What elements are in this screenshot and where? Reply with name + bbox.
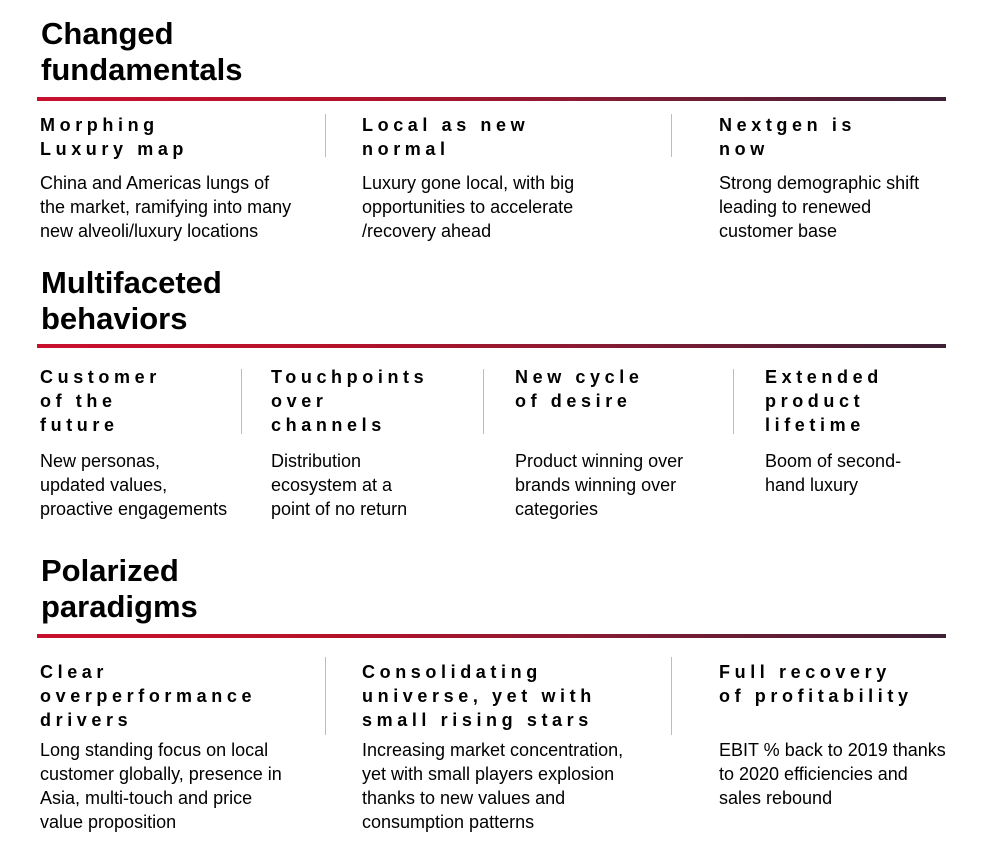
column-clear-overperformance-drivers: Clear overperformance drivers Long stand… (40, 660, 325, 845)
column-nextgen-is-now: Nextgen is now Strong demographic shift … (719, 113, 969, 243)
column-heading: Clear overperformance drivers (40, 662, 257, 730)
section-rule (37, 344, 946, 348)
column-body: Product winning over brands winning over… (515, 451, 684, 519)
column-consolidating-universe: Consolidating universe, yet with small r… (362, 660, 662, 845)
column-body: New personas, updated values, proactive … (40, 451, 228, 519)
column-heading: Full recovery of profitability (719, 662, 913, 706)
column-body: China and Americas lungs of the market, … (40, 173, 292, 241)
section-rule (37, 634, 946, 638)
column-body: Strong demographic shift leading to rene… (719, 173, 920, 241)
column-body: Luxury gone local, with big opportunitie… (362, 173, 575, 241)
column-extended-product-lifetime: Extended product lifetime Boom of second… (765, 365, 965, 525)
column-heading: Customer of the future (40, 367, 161, 435)
column-heading: Local as new normal (362, 115, 530, 159)
column-body: Distribution ecosystem at a point of no … (271, 451, 408, 519)
section-rule (37, 97, 946, 101)
column-touchpoints-over-channels: Touchpoints over channels Distribution e… (271, 365, 476, 525)
column-morphing-luxury-map: Morphing Luxury map China and Americas l… (40, 113, 325, 243)
column-body: Increasing market concentration, yet wit… (362, 740, 624, 832)
section-title: Changed fundamentals (41, 16, 243, 87)
column-local-as-new-normal: Local as new normal Luxury gone local, w… (362, 113, 662, 243)
column-divider (671, 657, 672, 735)
column-divider (241, 369, 242, 434)
column-new-cycle-of-desire: New cycle of desire Product winning over… (515, 365, 725, 525)
section-title: Polarized paradigms (41, 553, 198, 624)
column-heading: Consolidating universe, yet with small r… (362, 662, 596, 730)
column-full-recovery-of-profitability: Full recovery of profitability EBIT % ba… (719, 660, 981, 845)
column-heading: New cycle of desire (515, 367, 644, 411)
column-heading: Touchpoints over channels (271, 367, 429, 435)
column-divider (733, 369, 734, 434)
column-divider (483, 369, 484, 434)
column-heading: Morphing Luxury map (40, 115, 189, 159)
column-customer-of-the-future: Customer of the future New personas, upd… (40, 365, 250, 525)
column-body: EBIT % back to 2019 thanks to 2020 effic… (719, 740, 946, 808)
section-title: Multifaceted behaviors (41, 265, 222, 336)
column-heading: Extended product lifetime (765, 367, 883, 435)
column-divider (325, 657, 326, 735)
column-body: Long standing focus on local customer gl… (40, 740, 282, 832)
column-body: Boom of second- hand luxury (765, 451, 902, 495)
column-divider (671, 114, 672, 157)
column-heading: Nextgen is now (719, 115, 857, 159)
column-divider (325, 114, 326, 157)
